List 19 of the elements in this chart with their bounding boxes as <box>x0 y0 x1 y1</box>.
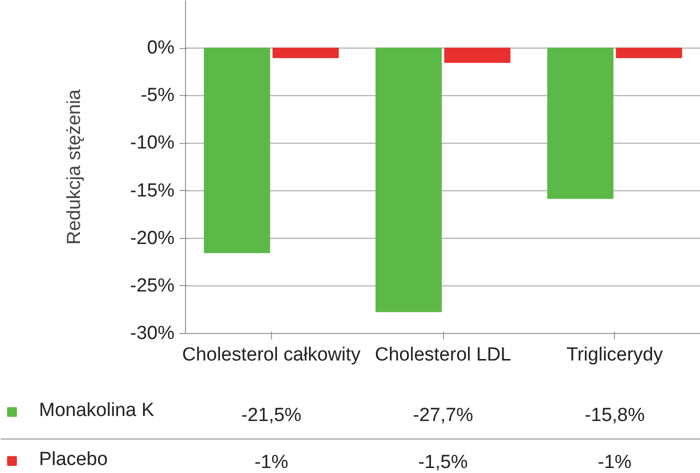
y-tick-label: -20% <box>130 228 175 249</box>
x-tick-label: Cholesterol LDL <box>374 344 512 366</box>
data-label: -1% <box>598 452 632 473</box>
y-tick-label: -30% <box>130 323 175 344</box>
legend-label: Placebo <box>39 449 108 471</box>
y-tick-label: -25% <box>130 275 175 296</box>
data-label: -1% <box>254 452 288 473</box>
y-tick-label: -10% <box>130 132 175 154</box>
x-tick-label: Cholesterol całkowity <box>182 344 362 366</box>
data-label: -27,7% <box>412 405 474 426</box>
y-tick-label: -5% <box>140 85 175 106</box>
data-label: -15,8% <box>584 405 645 426</box>
y-tick-label: -15% <box>130 180 175 202</box>
data-label: -21,5% <box>241 405 302 426</box>
y-tick-label: 0% <box>147 38 175 59</box>
y-axis-title: Redukcja stężenia <box>64 88 86 245</box>
legend-label: Monakolina K <box>39 400 154 422</box>
x-tick-label: Triglicerydy <box>566 344 664 366</box>
data-label: -1,5% <box>418 452 468 473</box>
